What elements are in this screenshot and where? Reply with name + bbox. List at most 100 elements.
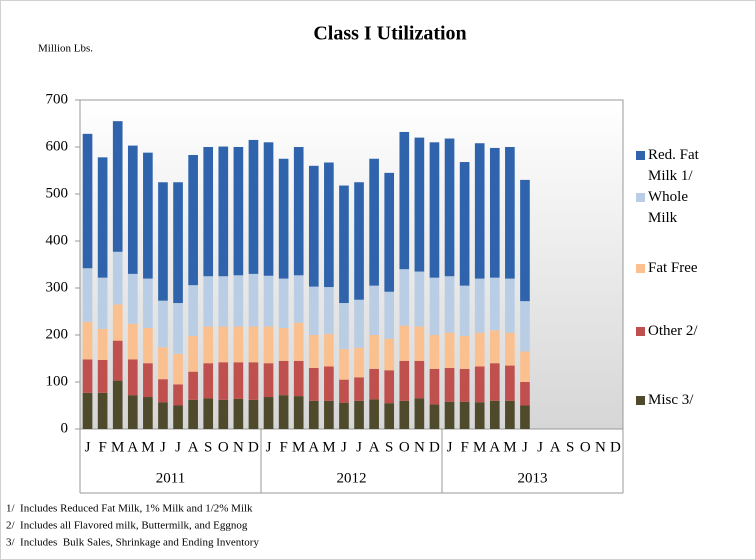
bar-segment: [489, 330, 500, 364]
bar-segment: [82, 268, 93, 322]
bar-segment: [158, 379, 168, 403]
bar-segment: [82, 321, 93, 360]
bar-segment: [158, 347, 168, 380]
bar-segment: [324, 366, 334, 401]
bar-segment: [82, 133, 93, 269]
bar-segment: [474, 278, 485, 333]
bar-segment: [429, 277, 440, 335]
legend-entry: Fat Free: [636, 258, 748, 279]
bar-segment: [369, 335, 379, 369]
bar-segment: [520, 405, 530, 429]
legend-label: Red. Fat Milk 1/: [648, 147, 699, 184]
bar-segment: [263, 397, 274, 429]
bar-segment: [324, 400, 334, 429]
x-tick-label: J: [341, 439, 347, 455]
bar-segment: [399, 400, 410, 429]
bar-segment: [97, 157, 108, 278]
group-label: 2013: [518, 470, 548, 486]
x-tick-label: A: [489, 439, 500, 455]
bar-segment: [188, 371, 198, 400]
bar-segment: [414, 398, 425, 429]
bar-segment: [429, 142, 440, 278]
bar-segment: [444, 367, 455, 402]
bar-segment: [143, 152, 153, 279]
bar-segment: [218, 326, 229, 363]
bar-segment: [505, 332, 515, 366]
bar-segment: [293, 360, 304, 397]
x-tick-label: J: [160, 439, 166, 455]
bar-segment: [143, 363, 153, 398]
bar-segment: [489, 277, 500, 331]
bar-segment: [414, 271, 425, 327]
bar-segment: [233, 326, 244, 363]
x-tick-label: O: [218, 439, 229, 455]
bar-segment: [293, 396, 304, 429]
bar-segment: [308, 367, 319, 401]
bar-segment: [127, 145, 138, 274]
bar-segment: [369, 368, 379, 400]
group-label: 2011: [156, 470, 185, 486]
bar-segment: [278, 158, 289, 279]
bar-segment: [233, 398, 244, 429]
x-tick-label: A: [188, 439, 199, 455]
bar-segment: [489, 400, 500, 429]
bar-segment: [173, 303, 183, 354]
x-tick-label: D: [429, 439, 440, 455]
bar-segment: [203, 398, 214, 429]
bar-segment: [218, 362, 229, 400]
footnote: 3/ Includes Bulk Sales, Shrinkage and En…: [6, 537, 259, 549]
bar-segment: [308, 286, 319, 335]
bar-segment: [248, 399, 259, 429]
group-label: 2012: [337, 470, 367, 486]
bar-segment: [293, 147, 304, 276]
x-tick-label: M: [503, 439, 516, 455]
bar-segment: [293, 322, 304, 361]
bar-segment: [112, 340, 123, 381]
bar-segment: [233, 362, 244, 399]
bar-segment: [248, 139, 259, 274]
bar-segment: [127, 273, 138, 324]
y-tick-label: 0: [61, 420, 69, 436]
bar-segment: [429, 335, 440, 369]
bar-segment: [218, 399, 229, 429]
bar-segment: [384, 291, 395, 339]
bar-segment: [173, 405, 183, 429]
bar-segment: [399, 325, 410, 361]
bar-segment: [505, 278, 515, 333]
bar-segment: [444, 276, 455, 333]
bar-segment: [263, 275, 274, 327]
bar-segment: [384, 338, 395, 371]
y-tick-label: 300: [46, 279, 69, 295]
bar-segment: [112, 251, 123, 305]
bar-segment: [112, 304, 123, 341]
bar-segment: [520, 351, 530, 382]
bar-segment: [520, 301, 530, 352]
x-tick-label: A: [127, 439, 138, 455]
bar-segment: [444, 332, 455, 368]
bar-segment: [308, 165, 319, 287]
y-tick-label: 200: [46, 326, 69, 342]
bar-segment: [143, 397, 153, 429]
bar-segment: [188, 285, 198, 336]
bar-segment: [203, 363, 214, 399]
bar-segment: [354, 182, 364, 300]
x-tick-label: N: [414, 439, 425, 455]
bar-segment: [384, 370, 395, 404]
legend-swatch: [636, 193, 645, 202]
bar-segment: [158, 300, 168, 348]
bar-segment: [263, 142, 274, 276]
bar-segment: [520, 179, 530, 302]
bar-segment: [384, 403, 395, 429]
y-tick-label: 100: [46, 373, 69, 389]
bar-segment: [158, 402, 168, 429]
x-tick-label: J: [85, 439, 91, 455]
bar-segment: [354, 377, 364, 401]
x-tick-label: F: [279, 439, 287, 455]
y-tick-label: 600: [46, 138, 69, 154]
legend-swatch: [636, 327, 645, 336]
chart-title: Class I Utilization: [313, 23, 466, 45]
bar-segment: [203, 326, 214, 364]
bar-segment: [82, 359, 93, 393]
